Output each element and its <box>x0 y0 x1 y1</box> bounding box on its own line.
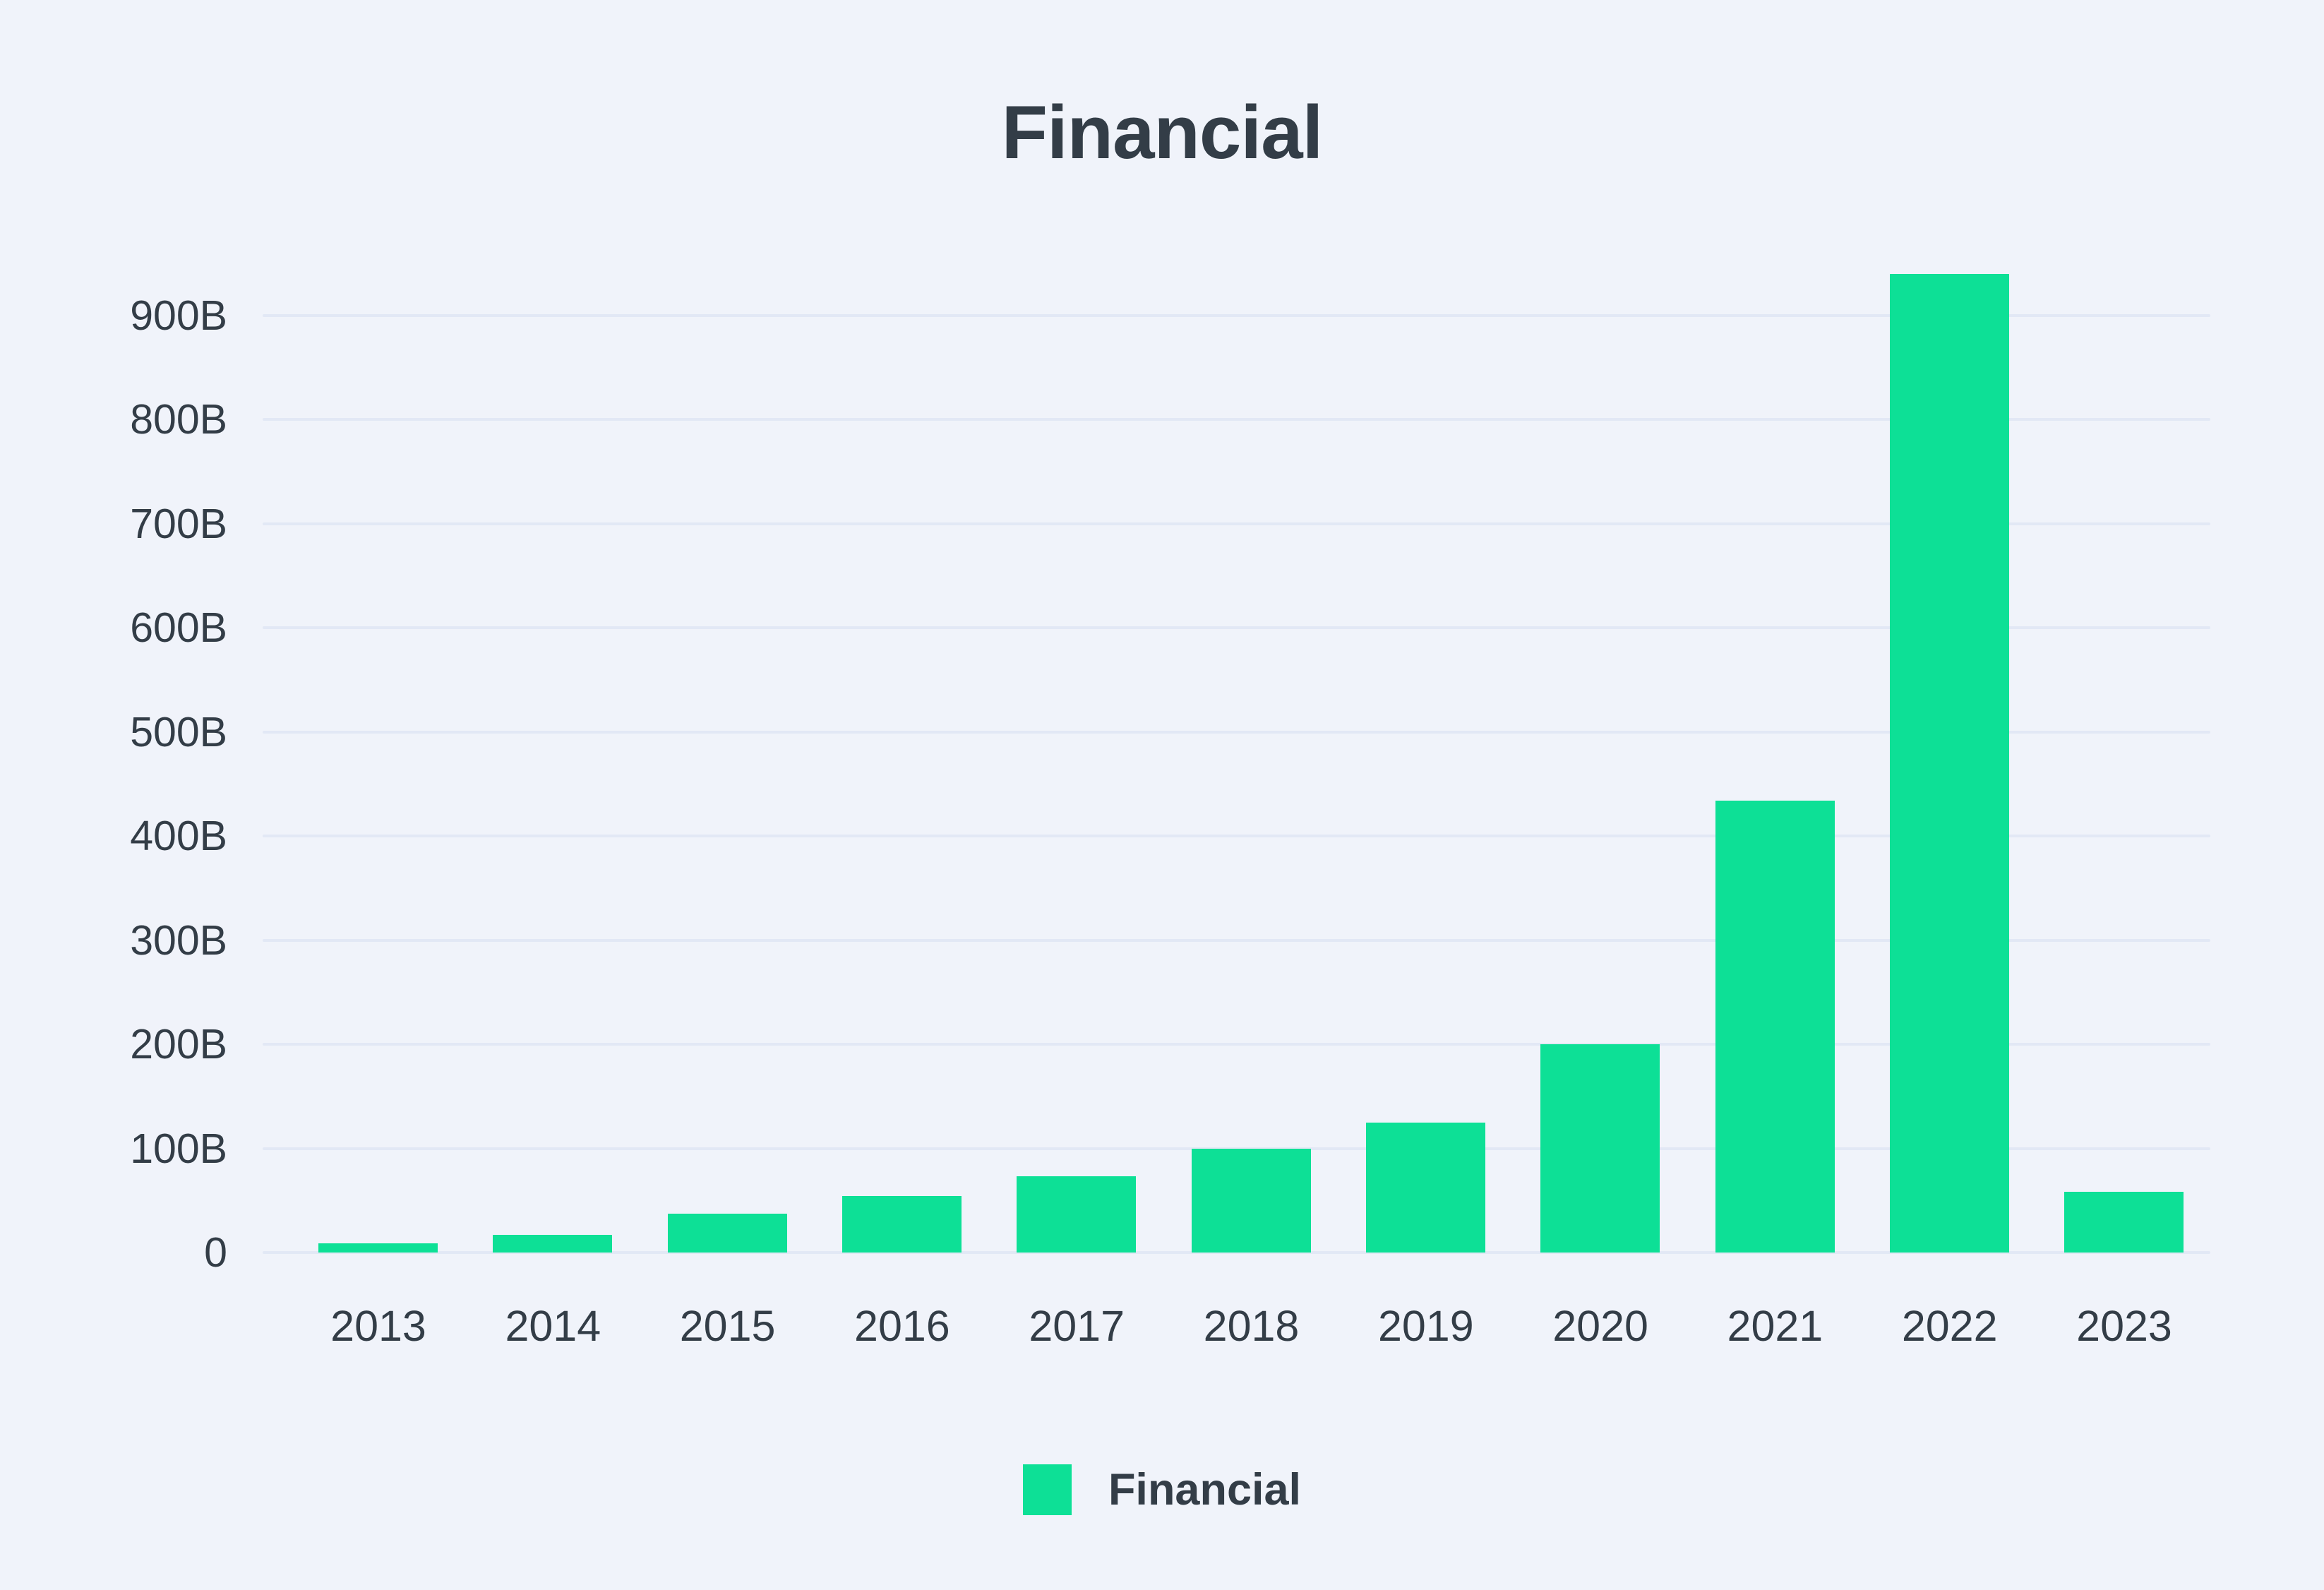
bar-2015[interactable] <box>667 1214 787 1253</box>
bar-2017[interactable] <box>1017 1176 1137 1253</box>
x-axis-label: 2014 <box>505 1302 601 1350</box>
gridline <box>263 730 2210 734</box>
gridline <box>263 938 2210 942</box>
x-axis-label: 2015 <box>679 1302 776 1350</box>
bar-2014[interactable] <box>493 1234 613 1253</box>
bar-2021[interactable] <box>1715 801 1835 1253</box>
y-axis-label: 500B <box>130 708 227 755</box>
x-axis-label: 2022 <box>1901 1302 1998 1350</box>
gridline <box>263 626 2210 630</box>
x-axis-label: 2019 <box>1377 1302 1474 1350</box>
gridline <box>263 418 2210 422</box>
legend: Financial <box>0 1464 2324 1515</box>
x-axis-label: 2016 <box>854 1302 950 1350</box>
y-axis-label: 700B <box>130 500 227 547</box>
y-axis-label: 200B <box>130 1021 227 1068</box>
y-axis-label: 0 <box>204 1229 227 1276</box>
gridline <box>263 314 2210 318</box>
gridline <box>263 1043 2210 1046</box>
x-axis-label: 2020 <box>1552 1302 1648 1350</box>
y-axis-label: 100B <box>130 1125 227 1172</box>
bar-2020[interactable] <box>1540 1044 1660 1253</box>
bar-2019[interactable] <box>1365 1122 1485 1253</box>
x-axis-label: 2023 <box>2076 1302 2172 1350</box>
bar-2018[interactable] <box>1191 1148 1311 1253</box>
x-axis-label: 2013 <box>330 1302 426 1350</box>
bar-2023[interactable] <box>2064 1192 2184 1253</box>
bar-2016[interactable] <box>842 1196 962 1253</box>
x-axis-label: 2021 <box>1727 1302 1823 1350</box>
y-axis-label: 800B <box>130 396 227 443</box>
y-axis-label: 300B <box>130 916 227 964</box>
y-axis-label: 900B <box>130 292 227 340</box>
x-axis-label: 2018 <box>1203 1302 1300 1350</box>
x-axis-label: 2017 <box>1029 1302 1125 1350</box>
gridline <box>263 522 2210 525</box>
legend-item-financial[interactable]: Financial <box>1022 1464 1302 1515</box>
chart-title: Financial <box>1001 90 1324 174</box>
gridline <box>263 1251 2210 1254</box>
y-axis-label: 600B <box>130 604 227 652</box>
gridline <box>263 835 2210 838</box>
legend-swatch <box>1022 1464 1072 1515</box>
y-axis-label: 400B <box>130 813 227 860</box>
legend-label: Financial <box>1108 1465 1302 1514</box>
bar-2022[interactable] <box>1889 274 2009 1253</box>
bar-2013[interactable] <box>318 1243 438 1253</box>
